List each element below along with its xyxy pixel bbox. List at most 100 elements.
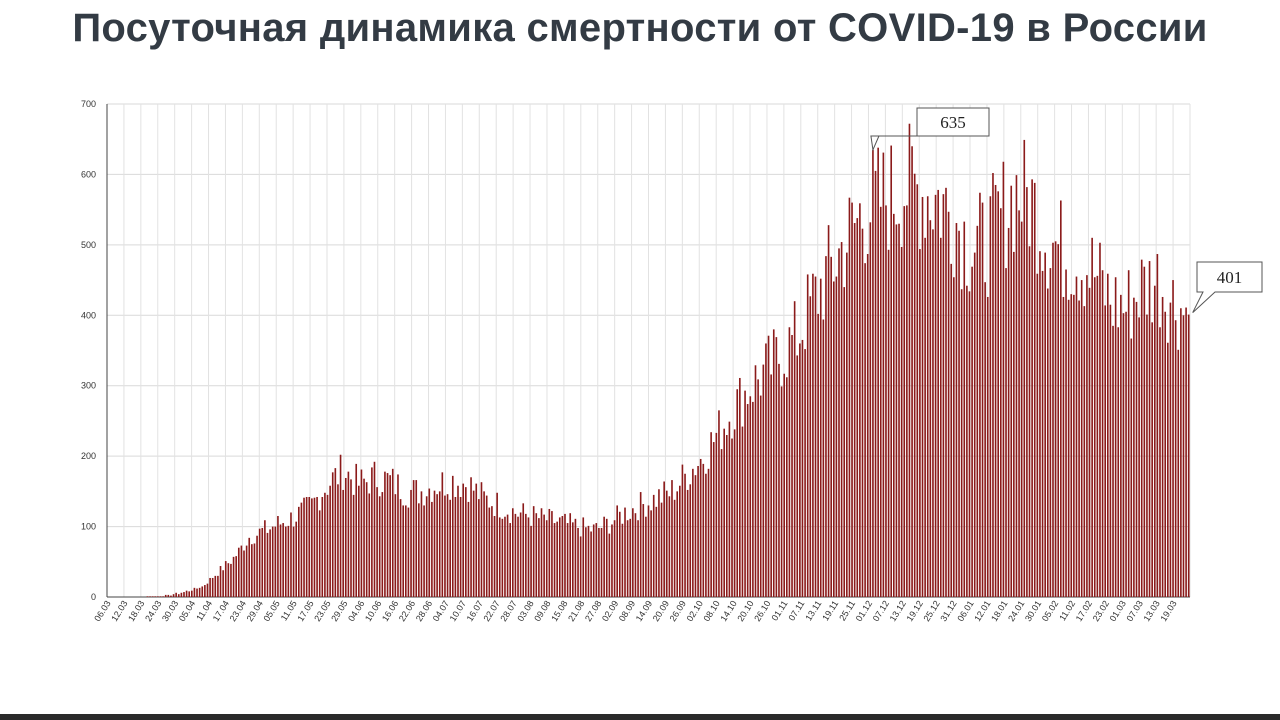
bar [955, 223, 958, 597]
bar [835, 276, 838, 597]
bar [966, 285, 968, 597]
bar [459, 496, 462, 597]
bar [605, 518, 608, 597]
bar [493, 516, 496, 597]
bar [989, 196, 992, 597]
x-tick-label: 13.12 [888, 599, 908, 623]
bar [485, 495, 488, 597]
bar [1109, 304, 1112, 597]
bar [911, 146, 913, 597]
bar [895, 224, 898, 597]
bar [381, 492, 384, 597]
bar [230, 563, 232, 597]
bar [932, 229, 934, 598]
bar [903, 206, 906, 597]
bar [720, 449, 723, 597]
y-axis-ticks: 0 100 200 300 400 500 600 700 [81, 99, 96, 602]
bar [511, 508, 514, 597]
bar [300, 502, 303, 597]
bar [848, 197, 851, 598]
bar [744, 390, 746, 597]
bar [819, 278, 822, 597]
bar [598, 527, 600, 597]
bar [337, 484, 339, 597]
bar [269, 529, 271, 597]
bar [313, 497, 316, 597]
bar [363, 478, 365, 597]
bar [587, 525, 590, 597]
bar [480, 482, 483, 597]
bar [1096, 275, 1099, 597]
bar [621, 523, 624, 597]
bar [689, 484, 692, 597]
bar [167, 594, 170, 597]
x-tick-label: 28.06 [414, 599, 434, 623]
bar [342, 489, 344, 597]
bar [206, 583, 209, 597]
bar [864, 263, 866, 597]
bar [937, 189, 939, 598]
bar [444, 495, 446, 597]
bar [451, 475, 454, 597]
x-tick-label: 12.03 [109, 599, 129, 623]
x-tick-label: 19.12 [905, 599, 925, 623]
bar [164, 594, 167, 597]
bar [1041, 270, 1044, 597]
bar [780, 386, 783, 597]
x-tick-label: 08.10 [701, 599, 721, 623]
bar [350, 479, 352, 597]
x-tick-label: 24.03 [143, 599, 163, 623]
bar [1031, 179, 1033, 598]
bar [295, 521, 298, 597]
bar [347, 471, 350, 597]
bar [172, 594, 175, 597]
bar [1054, 241, 1057, 597]
bar [551, 511, 553, 597]
x-tick-label: 31.12 [938, 599, 958, 623]
bar [749, 396, 752, 597]
x-tick-label: 26.10 [752, 599, 772, 623]
bar [916, 184, 919, 598]
bar [968, 291, 971, 597]
bar [331, 472, 334, 597]
bar [277, 516, 279, 597]
bar [415, 480, 418, 597]
last-value-callout-box [1192, 261, 1263, 313]
bar [253, 543, 256, 597]
bar [872, 149, 874, 597]
x-tick-label: 23.05 [312, 599, 332, 623]
bar [645, 516, 647, 597]
bar [950, 263, 953, 597]
bar [994, 184, 997, 598]
bar [527, 517, 530, 597]
bar [608, 533, 611, 597]
bar [154, 596, 157, 597]
bar [258, 528, 261, 597]
bar [1104, 305, 1106, 597]
bar [986, 296, 989, 597]
bar [992, 173, 994, 597]
x-tick-label: 07.12 [871, 599, 891, 623]
bar [1167, 342, 1169, 597]
bar [705, 473, 707, 597]
bar [545, 520, 548, 597]
bar [1164, 311, 1167, 597]
x-tick-label: 21.08 [566, 599, 586, 623]
x-tick-label: 17.02 [1074, 599, 1094, 623]
bar [402, 505, 404, 597]
x-tick-label: 04.06 [346, 599, 366, 623]
bar [684, 473, 686, 597]
bar [543, 514, 545, 597]
bar [209, 577, 211, 597]
bar [762, 364, 765, 597]
bar [999, 208, 1002, 598]
bar [822, 319, 825, 597]
bar [945, 187, 947, 597]
bar [418, 503, 420, 597]
bar [412, 480, 415, 597]
bar [157, 596, 159, 597]
x-tick-label: 14.09 [634, 599, 654, 623]
bar [298, 506, 300, 597]
bar [786, 377, 788, 597]
bottom-rule [0, 714, 1280, 720]
